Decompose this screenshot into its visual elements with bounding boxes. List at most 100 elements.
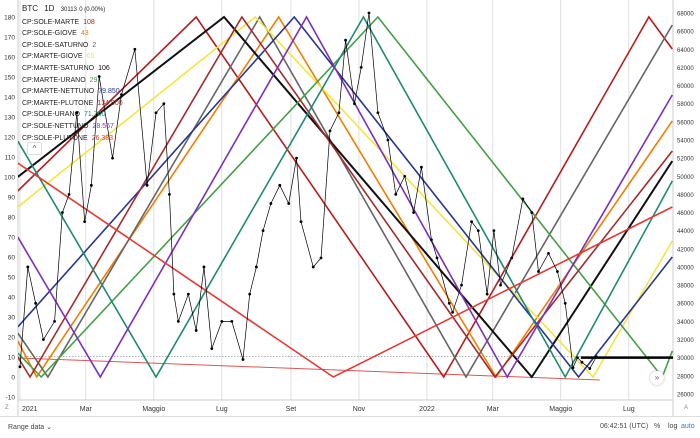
- price-point: [403, 174, 407, 178]
- legend-item[interactable]: CP:SOLE-URANO 71.700: [22, 109, 123, 121]
- chart-canvas[interactable]: 2021 Mar Maggio Lug Set Nov 2022 Mar Maggio Lug -1…: [0, 0, 700, 416]
- price-point: [328, 129, 332, 133]
- left-tick-label: 90: [8, 195, 16, 202]
- left-tick-label: 60: [8, 255, 16, 262]
- price-point: [34, 301, 38, 305]
- utc-clock[interactable]: 06:42:51 (UTC): [600, 423, 649, 430]
- legend-label: CP:MARTE-PLUTONE: [22, 99, 94, 107]
- timezone-icon[interactable]: Z: [5, 405, 9, 411]
- price-point: [154, 111, 158, 115]
- symbol: BTC: [22, 4, 38, 13]
- price-point: [547, 251, 550, 255]
- indicator-line-sole-urano: [18, 15, 673, 379]
- price-point: [595, 355, 598, 359]
- auto-toggle[interactable]: auto: [681, 423, 695, 430]
- indicator-line-marte-nettuno: [18, 15, 673, 379]
- left-tick-label: 30: [8, 315, 16, 322]
- left-tick-label: 10: [8, 355, 16, 362]
- price-point: [220, 319, 224, 323]
- left-tick-label: 20: [8, 335, 16, 342]
- right-tick-label: 46000: [677, 211, 694, 217]
- price-point: [287, 202, 291, 205]
- price-point: [75, 111, 79, 115]
- price-point: [576, 356, 579, 360]
- legend-item[interactable]: CP:SOLE-GIOVE 43: [22, 28, 123, 40]
- price-point: [120, 93, 123, 97]
- legend-item[interactable]: CP:SOLE-MARTE 108: [22, 17, 123, 29]
- legend-item[interactable]: CP:MARTE-NETTUNO 79.850: [22, 86, 123, 98]
- log-toggle[interactable]: log: [668, 423, 678, 430]
- indicator-line-marte-plutone: [18, 15, 673, 379]
- right-tick-label: 58000: [677, 102, 694, 108]
- price-point: [499, 283, 502, 287]
- price-point: [295, 156, 298, 160]
- price-point: [210, 347, 214, 350]
- legend-item[interactable]: CP:SOLE-PLUTONE 26.383: [22, 133, 123, 145]
- price-point: [26, 265, 30, 269]
- range-label: Range data: [8, 424, 45, 431]
- price-point: [476, 229, 480, 233]
- legend-value: 28.567: [92, 122, 114, 130]
- price-point: [386, 138, 390, 142]
- price-point: [89, 183, 93, 187]
- left-tick-label: 160: [4, 55, 15, 62]
- price-point: [176, 319, 180, 323]
- left-tick-label: 70: [8, 235, 16, 242]
- price-point: [172, 292, 176, 296]
- right-tick-label: 26000: [677, 392, 694, 398]
- right-tick-label: 34000: [677, 320, 694, 326]
- legend-label: CP:MARTE-GIOVE: [22, 53, 83, 61]
- legend-item[interactable]: CP:MARTE-SATURNO 106: [22, 63, 123, 75]
- price-point: [359, 66, 363, 69]
- range-date-button[interactable]: Range data ⌄: [8, 423, 52, 431]
- indicator-line-marte-urano: [18, 15, 673, 379]
- legend-label: CP:SOLE-PLUTONE: [22, 134, 88, 142]
- legend-item[interactable]: CP:MARTE-PLUTONE 134.800: [22, 98, 123, 110]
- right-tick-label: 62000: [677, 66, 694, 72]
- price-point: [202, 265, 206, 269]
- left-tick-label: 80: [8, 215, 16, 222]
- legend-value: 65: [86, 53, 95, 61]
- price-point: [447, 301, 451, 305]
- price-point: [337, 111, 341, 115]
- chevron-down-icon: ⌄: [46, 424, 53, 431]
- legend-item[interactable]: CP:SOLE-NETTUNO 28.567: [22, 121, 123, 133]
- price-point: [530, 211, 534, 214]
- legend-label: CP:MARTE-NETTUNO: [22, 88, 95, 96]
- collapse-legend-button[interactable]: ^: [27, 142, 42, 155]
- plot-area: [18, 11, 673, 381]
- price-point: [254, 265, 258, 269]
- left-tick-label: 100: [4, 175, 15, 182]
- price-point: [97, 75, 101, 78]
- right-tick-label: 54000: [677, 138, 694, 144]
- interval: 1D: [44, 4, 55, 13]
- price-point: [261, 229, 265, 233]
- price-point: [485, 292, 489, 296]
- auto-scale-icon[interactable]: A: [684, 405, 689, 411]
- price-point: [510, 256, 514, 260]
- legend-value: 29: [89, 76, 98, 84]
- x-tick-label: Mar: [487, 406, 500, 413]
- legend-item[interactable]: CP:MARTE-GIOVE 65: [22, 51, 123, 63]
- indicator-line-sole-plutone: [18, 162, 673, 378]
- right-tick-label: 56000: [677, 120, 694, 126]
- right-tick-label: 64000: [677, 48, 694, 54]
- left-tick-label: 140: [4, 95, 15, 102]
- price-point: [269, 202, 273, 205]
- right-tick-label: 48000: [677, 193, 694, 199]
- price-point: [67, 193, 71, 196]
- left-tick-label: 120: [4, 135, 15, 142]
- percent-toggle[interactable]: %: [654, 423, 661, 430]
- x-tick-label: 2022: [419, 406, 435, 413]
- legend-label: CP:SOLE-MARTE: [22, 18, 80, 26]
- legend-label: CP:SOLE-GIOVE: [22, 30, 77, 38]
- price-point: [460, 283, 463, 287]
- legend-item[interactable]: CP:MARTE-URANO 29: [22, 75, 123, 87]
- price-point: [230, 319, 234, 323]
- scroll-to-realtime-button[interactable]: »: [650, 371, 664, 385]
- price-point: [376, 111, 380, 115]
- price-point: [186, 292, 190, 296]
- left-tick-label: 110: [5, 155, 16, 162]
- legend-item[interactable]: CP:SOLE-SATURNO 2: [22, 40, 123, 52]
